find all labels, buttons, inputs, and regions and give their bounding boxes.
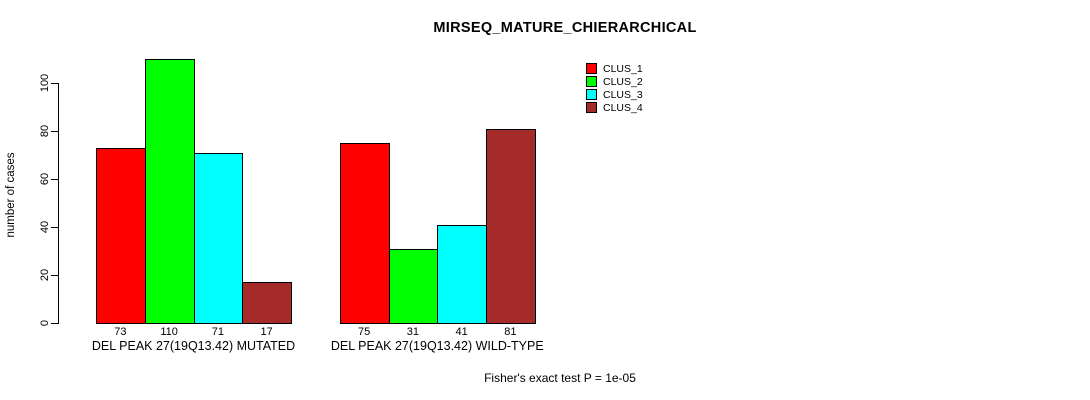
- legend-label: CLUS_4: [603, 101, 643, 114]
- bar-clus_2-group2: [388, 248, 439, 324]
- bar-value-label: 17: [260, 326, 273, 338]
- legend-label: CLUS_2: [603, 75, 643, 88]
- annotation-text: Fisher's exact test P = 1e-05: [484, 371, 636, 385]
- bar-value-label: 81: [504, 326, 517, 338]
- bar-clus_1-group2: [339, 143, 390, 324]
- group-label: DEL PEAK 27(19Q13.42) MUTATED: [91, 339, 296, 353]
- y-tick: [51, 227, 58, 228]
- y-tick-label: 20: [39, 268, 51, 282]
- chart-title: MIRSEQ_MATURE_CHIERARCHICAL: [433, 20, 697, 36]
- y-axis-label: number of cases: [5, 152, 17, 238]
- y-tick-label: 80: [39, 124, 51, 138]
- bar-clus_3-group1: [193, 152, 244, 324]
- legend-label: CLUS_3: [603, 88, 643, 101]
- y-tick-label: 60: [39, 172, 51, 186]
- bar-clus_1-group1: [96, 147, 146, 324]
- bar-value-label: 73: [114, 326, 127, 338]
- y-tick: [51, 275, 58, 276]
- legend-label: CLUS_1: [603, 62, 643, 75]
- y-tick-label: 100: [39, 73, 51, 93]
- bar-clus_2-group1: [144, 59, 195, 324]
- legend-swatch-icon: [586, 89, 597, 100]
- bar-value-label: 71: [211, 326, 224, 338]
- legend-swatch-icon: [586, 76, 597, 87]
- y-tick: [51, 179, 58, 180]
- bar-clus_3-group2: [437, 224, 487, 324]
- y-tick: [51, 131, 58, 132]
- legend-item-clus_3: CLUS_3: [586, 88, 643, 101]
- legend-swatch-icon: [586, 102, 597, 113]
- y-tick: [51, 83, 58, 84]
- bar-value-label: 31: [406, 326, 419, 338]
- y-axis-line: [58, 83, 59, 324]
- legend-item-clus_4: CLUS_4: [586, 101, 643, 114]
- legend-item-clus_2: CLUS_2: [586, 75, 643, 88]
- bar-value-label: 75: [358, 326, 371, 338]
- y-tick-label: 0: [39, 319, 51, 327]
- bar-value-label: 41: [455, 326, 468, 338]
- bar-value-label: 110: [160, 326, 178, 338]
- bar-clus_4-group1: [242, 282, 292, 324]
- y-tick-label: 40: [39, 220, 51, 234]
- legend: CLUS_1 CLUS_2 CLUS_3 CLUS_4: [586, 62, 643, 114]
- bar-clus_4-group2: [486, 128, 536, 324]
- legend-swatch-icon: [586, 63, 597, 74]
- y-tick: [51, 323, 58, 324]
- group-label: DEL PEAK 27(19Q13.42) WILD-TYPE: [330, 339, 544, 353]
- legend-item-clus_1: CLUS_1: [586, 62, 643, 75]
